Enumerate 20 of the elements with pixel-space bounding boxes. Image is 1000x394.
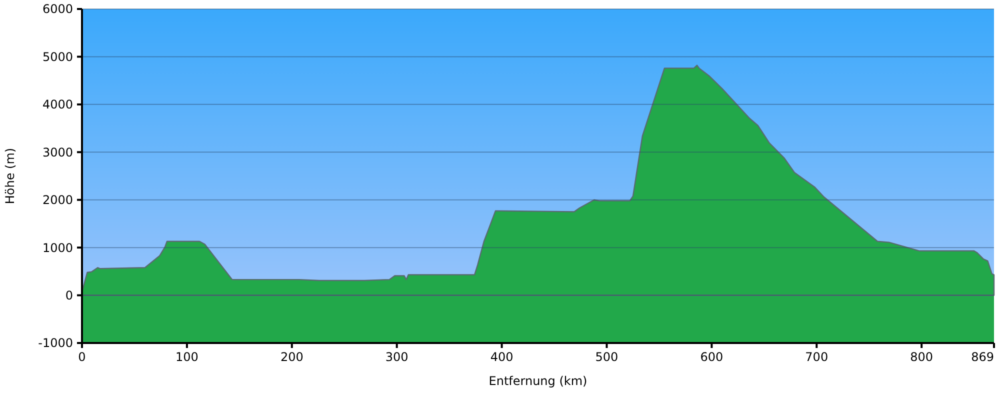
x-tick-label: 500 xyxy=(595,350,618,364)
x-tick-label: 869 xyxy=(971,350,994,364)
x-tick-label: 300 xyxy=(385,350,408,364)
x-tick-label: 200 xyxy=(280,350,304,364)
x-tick-label: 700 xyxy=(805,350,828,364)
x-tick-label: 0 xyxy=(78,350,86,364)
y-tick-label: -1000 xyxy=(38,336,73,350)
x-tick-label: 100 xyxy=(175,350,198,364)
y-tick-label: 3000 xyxy=(42,145,73,160)
x-tick-label: 600 xyxy=(700,350,724,364)
y-tick-label: 2000 xyxy=(42,193,73,208)
y-tick-label: 0 xyxy=(65,288,73,302)
y-tick-label: 5000 xyxy=(42,50,73,64)
x-axis-title: Entfernung (km) xyxy=(488,374,588,388)
y-tick-label: 6000 xyxy=(42,2,73,16)
y-tick-label: 1000 xyxy=(42,240,73,255)
x-tick-label: 800 xyxy=(910,350,934,364)
x-tick-label: 400 xyxy=(490,350,514,364)
y-axis-title: Höhe (m) xyxy=(3,148,17,204)
y-tick-label: 4000 xyxy=(42,98,73,112)
